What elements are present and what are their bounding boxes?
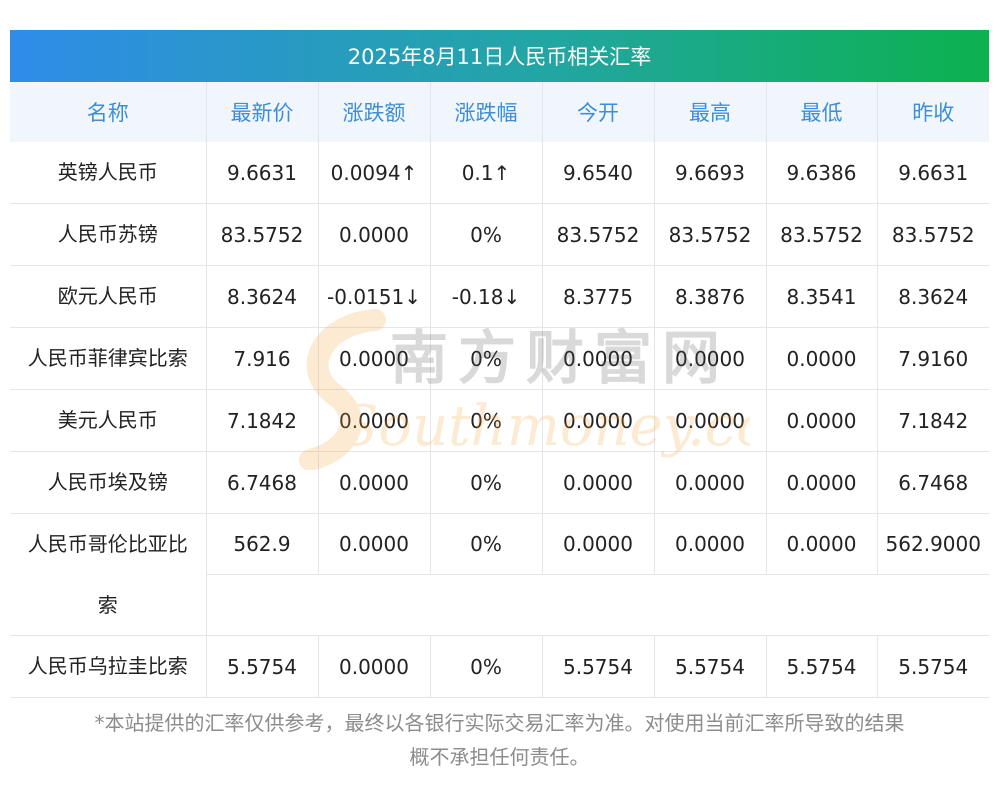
disclaimer-line2: 概不承担任何责任。: [409, 745, 590, 769]
currency-pair-name-line2: 索: [97, 593, 118, 617]
change-percent: 0%: [430, 635, 543, 698]
open-price: 0.0000: [542, 513, 655, 575]
column-header-name: 名称: [10, 82, 207, 142]
exchange-rate-table: 名称 最新价 涨跌额 涨跌幅 今开 最高 最低 昨收 英镑人民币 9.6631 …: [10, 82, 989, 698]
latest-price: 6.7468: [206, 451, 319, 514]
change-percent: 0%: [430, 389, 543, 452]
currency-pair-name: 欧元人民币: [10, 265, 207, 328]
change-amount: 0.0000: [318, 389, 431, 452]
table-row: 人民币哥伦比亚比 索 562.9 0.0000 0% 0.0000 0.0000…: [10, 513, 989, 636]
column-header-change-pct: 涨跌幅: [430, 82, 543, 142]
table-header-row: 名称 最新价 涨跌额 涨跌幅 今开 最高 最低 昨收: [10, 82, 989, 142]
currency-pair-name: 人民币乌拉圭比索: [10, 635, 207, 698]
low-price: 5.5754: [766, 635, 878, 698]
disclaimer-note: *本站提供的汇率仅供参考，最终以各银行实际交易汇率为准。对使用当前汇率所导致的结…: [10, 706, 989, 774]
currency-pair-name: 人民币哥伦比亚比 索: [10, 513, 207, 636]
page-title: 2025年8月11日人民币相关汇率: [10, 30, 989, 82]
latest-price: 7.916: [206, 327, 319, 390]
currency-pair-name: 人民币苏镑: [10, 203, 207, 266]
open-price: 0.0000: [542, 327, 655, 390]
column-header-open: 今开: [542, 82, 655, 142]
column-header-prev-close: 昨收: [877, 82, 989, 142]
table-row: 人民币苏镑 83.5752 0.0000 0% 83.5752 83.5752 …: [10, 203, 989, 266]
prev-close-price: 8.3624: [877, 265, 989, 328]
high-price: 9.6693: [654, 142, 767, 204]
open-price: 5.5754: [542, 635, 655, 698]
high-price: 8.3876: [654, 265, 767, 328]
table-row: 人民币乌拉圭比索 5.5754 0.0000 0% 5.5754 5.5754 …: [10, 635, 989, 698]
low-price: 83.5752: [766, 203, 878, 266]
open-price: 8.3775: [542, 265, 655, 328]
latest-price: 9.6631: [206, 142, 319, 204]
prev-close-price: 83.5752: [877, 203, 989, 266]
low-price: 9.6386: [766, 142, 878, 204]
table-row: 美元人民币 7.1842 0.0000 0% 0.0000 0.0000 0.0…: [10, 389, 989, 452]
table-row: 人民币菲律宾比索 7.916 0.0000 0% 0.0000 0.0000 0…: [10, 327, 989, 390]
high-price: 5.5754: [654, 635, 767, 698]
change-percent: 0%: [430, 327, 543, 390]
open-price: 83.5752: [542, 203, 655, 266]
change-amount: 0.0094↑: [318, 142, 431, 204]
low-price: 0.0000: [766, 513, 878, 575]
change-amount: 0.0000: [318, 513, 431, 575]
change-amount: 0.0000: [318, 635, 431, 698]
currency-pair-name-line1: 人民币哥伦比亚比: [27, 532, 188, 556]
open-price: 0.0000: [542, 451, 655, 514]
prev-close-price: 5.5754: [877, 635, 989, 698]
prev-close-price: 7.1842: [877, 389, 989, 452]
low-price: 8.3541: [766, 265, 878, 328]
high-price: 0.0000: [654, 451, 767, 514]
change-amount: 0.0000: [318, 327, 431, 390]
column-header-high: 最高: [654, 82, 767, 142]
change-percent: 0.1↑: [430, 142, 543, 204]
empty-cell: [206, 574, 989, 636]
high-price: 0.0000: [654, 327, 767, 390]
latest-price: 8.3624: [206, 265, 319, 328]
change-percent: 0%: [430, 513, 543, 575]
change-percent: 0%: [430, 451, 543, 514]
high-price: 0.0000: [654, 389, 767, 452]
table-row: 人民币埃及镑 6.7468 0.0000 0% 0.0000 0.0000 0.…: [10, 451, 989, 514]
currency-pair-name: 美元人民币: [10, 389, 207, 452]
latest-price: 5.5754: [206, 635, 319, 698]
low-price: 0.0000: [766, 451, 878, 514]
currency-pair-name: 人民币埃及镑: [10, 451, 207, 514]
table-row: 欧元人民币 8.3624 -0.0151↓ -0.18↓ 8.3775 8.38…: [10, 265, 989, 328]
currency-pair-name: 人民币菲律宾比索: [10, 327, 207, 390]
column-header-change: 涨跌额: [318, 82, 431, 142]
change-amount: -0.0151↓: [318, 265, 431, 328]
high-price: 83.5752: [654, 203, 767, 266]
table-row-spacer: [10, 574, 989, 636]
open-price: 9.6540: [542, 142, 655, 204]
high-price: 0.0000: [654, 513, 767, 575]
change-percent: 0%: [430, 203, 543, 266]
column-header-latest: 最新价: [206, 82, 319, 142]
change-amount: 0.0000: [318, 451, 431, 514]
open-price: 0.0000: [542, 389, 655, 452]
latest-price: 7.1842: [206, 389, 319, 452]
change-percent: -0.18↓: [430, 265, 543, 328]
latest-price: 83.5752: [206, 203, 319, 266]
prev-close-price: 9.6631: [877, 142, 989, 204]
prev-close-price: 6.7468: [877, 451, 989, 514]
prev-close-price: 562.9000: [877, 513, 989, 575]
latest-price: 562.9: [206, 513, 319, 575]
table-row: 英镑人民币 9.6631 0.0094↑ 0.1↑ 9.6540 9.6693 …: [10, 142, 989, 204]
currency-pair-name: 英镑人民币: [10, 142, 207, 204]
low-price: 0.0000: [766, 389, 878, 452]
low-price: 0.0000: [766, 327, 878, 390]
disclaimer-line1: *本站提供的汇率仅供参考，最终以各银行实际交易汇率为准。对使用当前汇率所导致的结…: [94, 711, 905, 735]
change-amount: 0.0000: [318, 203, 431, 266]
prev-close-price: 7.9160: [877, 327, 989, 390]
column-header-low: 最低: [766, 82, 878, 142]
